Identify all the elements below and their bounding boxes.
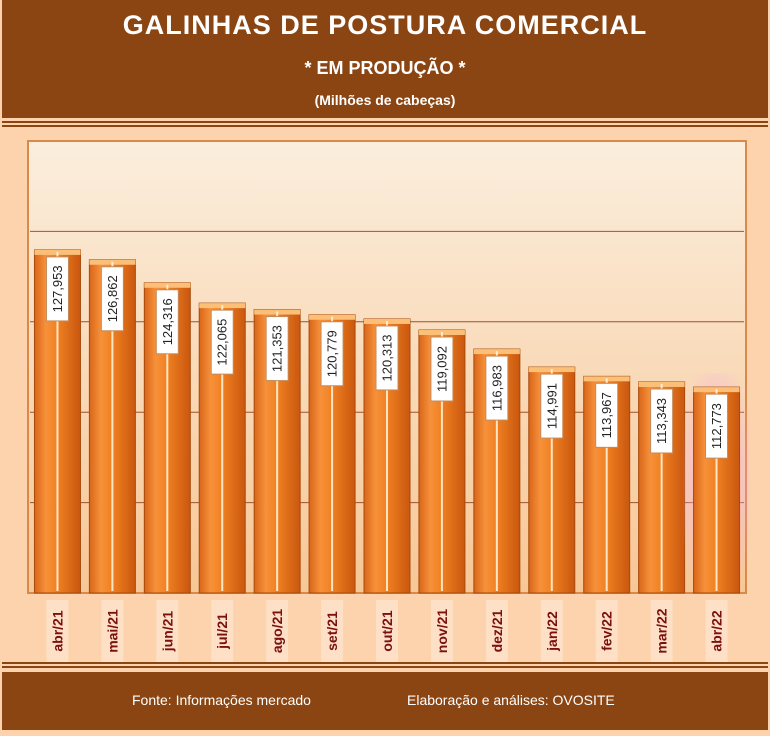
value-label: 113,343 [654,398,669,444]
source-note: Fonte: Informações mercado [132,692,311,708]
chart-footer: Fonte: Informações mercado Elaboração e … [2,672,768,730]
header-divider [2,121,768,123]
value-label-box [155,289,179,355]
value-label-box [485,355,509,421]
value-label: 116,983 [489,365,504,411]
category-label-bg [266,600,289,662]
category-label-bg [46,600,69,662]
value-label-box [320,321,344,387]
footer-divider [2,662,768,664]
value-label-box [265,316,289,382]
value-label: 122,065 [215,319,230,366]
chart-header: GALINHAS DE POSTURA COMERCIAL * EM PRODU… [2,0,768,118]
value-label: 126,862 [105,275,120,322]
footer-divider [2,666,768,668]
category-label: mar/22 [654,608,670,653]
value-label: 120,779 [325,330,340,377]
header-divider [2,125,768,127]
category-label-bg [376,600,398,662]
category-label-bg [430,600,453,662]
value-label-box [430,336,454,402]
unit-label: (Milhões de cabeças) [314,92,456,108]
value-label-box [595,382,619,448]
category-label-bg [101,600,124,662]
category-label: mai/21 [104,609,120,653]
category-label-bg [650,600,673,662]
category-label-bg [595,600,618,662]
value-label: 119,092 [434,346,449,392]
category-label: abr/21 [49,610,65,651]
value-label: 124,316 [160,298,175,345]
value-label: 127,953 [50,265,65,312]
category-label: nov/21 [434,609,450,654]
value-label: 113,967 [599,392,614,438]
value-label-box [45,256,69,322]
category-label-bg [156,600,179,662]
value-label-box [210,309,234,375]
value-label-box [705,393,729,459]
category-label: set/21 [324,611,340,651]
value-label: 120,313 [380,334,395,381]
category-label-bg [705,600,728,662]
value-label: 114,991 [544,383,559,429]
value-label-box [100,266,124,332]
category-label: fev/22 [599,611,615,651]
category-label: dez/21 [489,609,505,652]
value-label-box [650,388,674,454]
value-label-box [540,373,564,439]
category-label: ago/21 [269,609,285,654]
category-label-bg [321,600,344,662]
value-label-box [375,325,399,391]
chart-title: GALINHAS DE POSTURA COMERCIAL [122,10,648,40]
category-label-bg [211,600,234,662]
category-label: jul/21 [214,613,230,650]
category-label: out/21 [379,610,395,651]
category-label: jan/22 [544,611,560,652]
value-label: 121,353 [270,325,285,372]
credit-note: Elaboração e análises: OVOSITE [407,692,615,708]
category-label-bg [540,600,563,662]
category-label: jun/21 [159,611,175,653]
chart-subtitle: * EM PRODUÇÃO * [304,58,466,78]
category-label-bg [485,600,508,662]
value-label: 112,773 [709,403,724,449]
category-label: abr/22 [709,610,725,651]
